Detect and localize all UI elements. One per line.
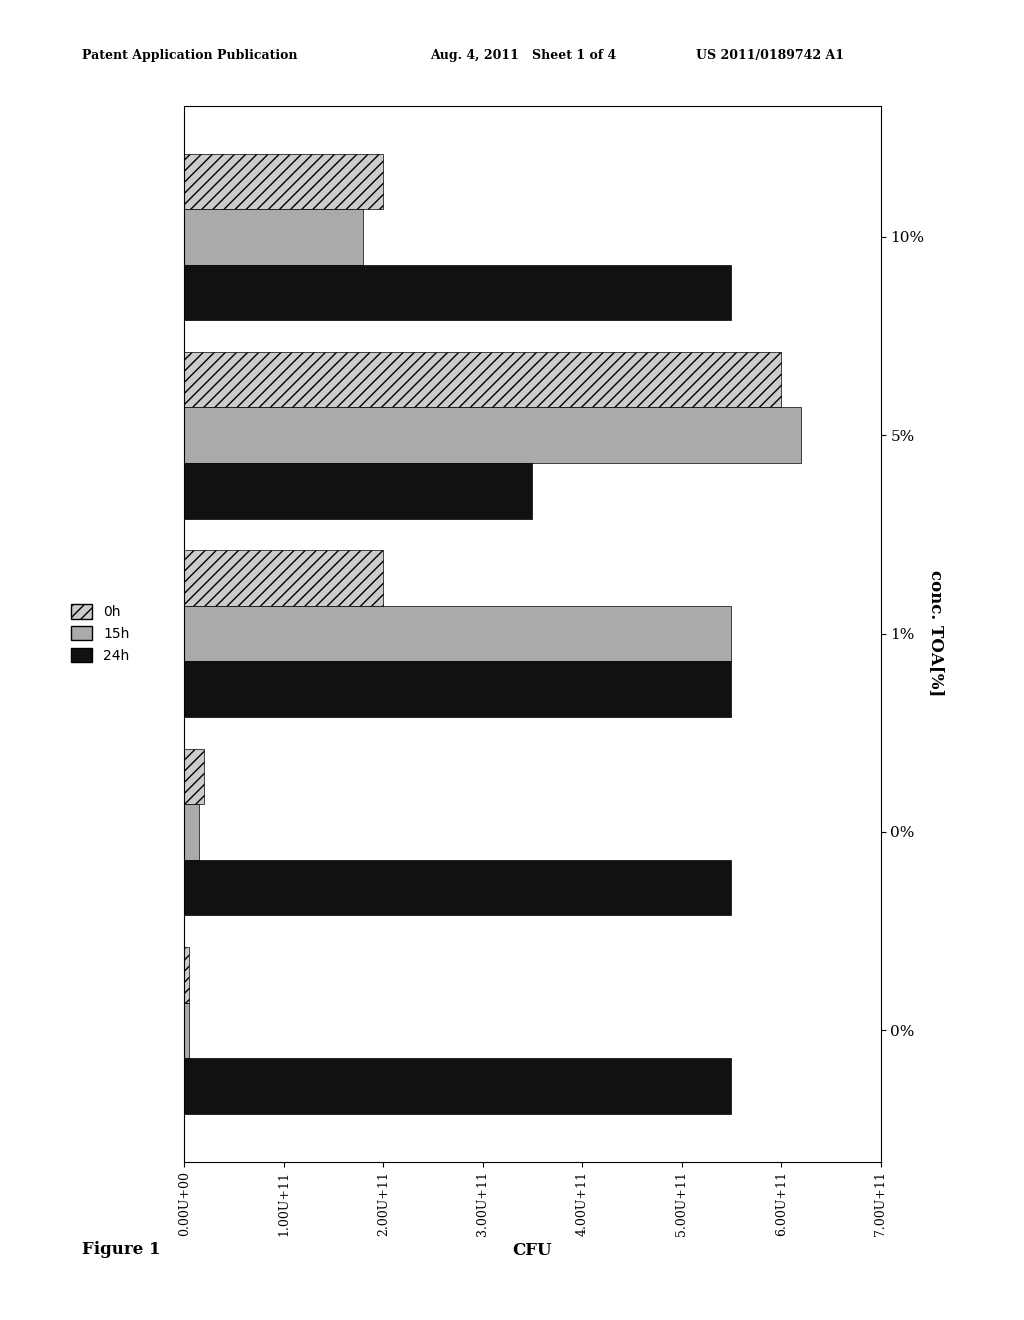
- Bar: [184, 804, 200, 859]
- X-axis label: CFU: CFU: [513, 1242, 552, 1259]
- Bar: [184, 1002, 189, 1059]
- Text: Figure 1: Figure 1: [82, 1241, 161, 1258]
- Bar: [184, 153, 383, 209]
- Legend: 0h, 15h, 24h: 0h, 15h, 24h: [66, 599, 135, 668]
- Text: US 2011/0189742 A1: US 2011/0189742 A1: [696, 49, 845, 62]
- Bar: [184, 352, 781, 408]
- Y-axis label: conc. TOA[%]: conc. TOA[%]: [929, 570, 945, 697]
- Bar: [184, 265, 731, 321]
- Bar: [184, 748, 204, 804]
- Bar: [184, 408, 801, 463]
- Bar: [184, 661, 731, 717]
- Bar: [184, 859, 731, 915]
- Bar: [184, 1059, 731, 1114]
- Bar: [184, 606, 731, 661]
- Text: Patent Application Publication: Patent Application Publication: [82, 49, 297, 62]
- Text: Aug. 4, 2011   Sheet 1 of 4: Aug. 4, 2011 Sheet 1 of 4: [430, 49, 616, 62]
- Bar: [184, 946, 189, 1002]
- Bar: [184, 550, 383, 606]
- Bar: [184, 463, 532, 519]
- Bar: [184, 209, 364, 265]
